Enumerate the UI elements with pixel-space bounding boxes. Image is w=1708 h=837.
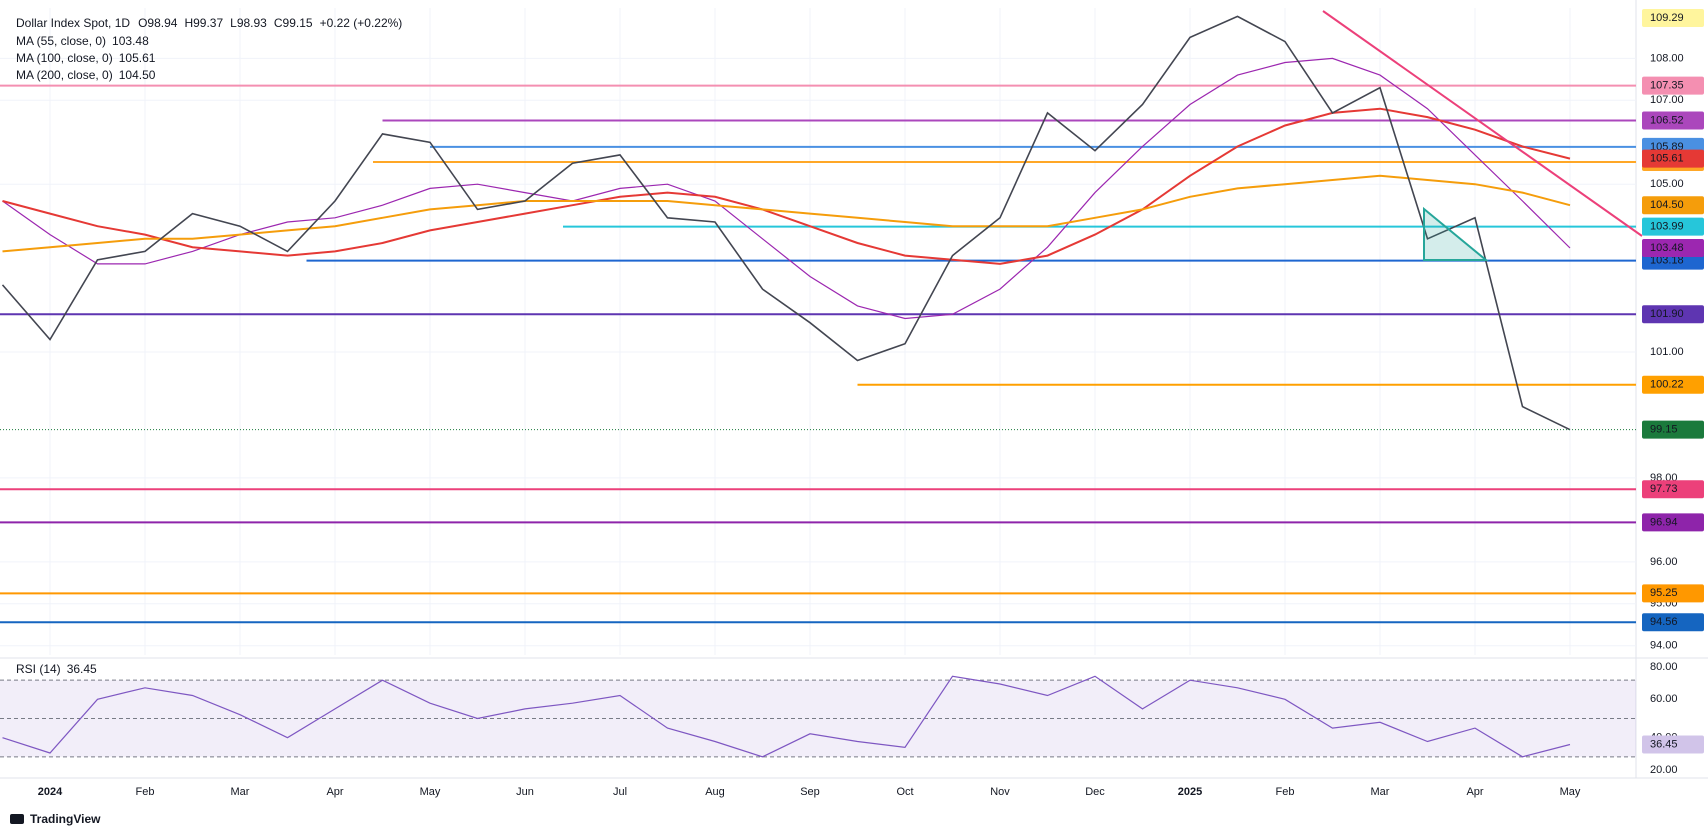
last-price-label: 99.15: [1650, 424, 1678, 436]
y-tick-label: 96.00: [1650, 556, 1678, 568]
price-line: [1, 15, 1571, 431]
x-tick-label: Mar: [1371, 786, 1390, 798]
moving-average: [2, 174, 1571, 253]
high-label: 109.29: [1650, 12, 1684, 24]
ma-legend-value: 105.61: [119, 51, 156, 65]
ma-legend-name: MA (200, close, 0): [16, 68, 113, 82]
level-label-bg: [1642, 76, 1704, 95]
last-price-label-bg: [1642, 420, 1704, 439]
rsi-tick-label: 60.00: [1650, 693, 1678, 705]
rsi-band: [0, 680, 1636, 757]
level-label: 101.90: [1650, 308, 1684, 320]
ohlc-value: 99.37: [193, 16, 223, 30]
x-tick-label: Dec: [1085, 786, 1105, 798]
rsi-legend-name: RSI (14): [16, 662, 61, 676]
level-label: 96.94: [1650, 516, 1678, 528]
x-tick-label: Apr: [326, 786, 343, 798]
level-label: 95.25: [1650, 587, 1678, 599]
price-axis: 94.0095.0096.0098.00101.00105.00107.0010…: [1642, 9, 1704, 652]
ma-label-bg: [1642, 196, 1704, 215]
ohlc-name: L: [230, 16, 237, 30]
level-label: 107.35: [1650, 80, 1684, 92]
x-tick-label: Sep: [800, 786, 820, 798]
ma-legend-value: 104.50: [119, 68, 156, 82]
level-label-bg: [1642, 375, 1704, 394]
level-label: 94.56: [1650, 616, 1678, 628]
level-label: 97.73: [1650, 483, 1678, 495]
ma-legend-value: 103.48: [112, 34, 149, 48]
y-tick-label: 108.00: [1650, 52, 1684, 64]
x-tick-label: Mar: [231, 786, 250, 798]
x-tick-label: 2024: [38, 786, 63, 798]
x-tick-label: Feb: [136, 786, 155, 798]
moving-average: [2, 107, 1571, 265]
level-label-bg: [1642, 305, 1704, 324]
rsi-legend-value: 36.45: [67, 662, 97, 676]
level-label-bg: [1642, 613, 1704, 632]
ohlc-name: O: [138, 16, 147, 30]
ma-label: 103.48: [1650, 242, 1684, 254]
logo: TradingView: [10, 812, 101, 826]
level-label: 106.52: [1650, 114, 1684, 126]
level-label-bg: [1642, 584, 1704, 603]
ma-label: 104.50: [1650, 199, 1684, 211]
x-tick-label: 2025: [1178, 786, 1202, 798]
ohlc-value: 99.15: [283, 16, 313, 30]
level-label: 103.99: [1650, 221, 1684, 233]
x-tick-label: Apr: [1466, 786, 1483, 798]
level-label-bg: [1642, 111, 1704, 130]
rsi-last-label: 36.45: [1650, 738, 1678, 750]
trend-line: [1322, 10, 1643, 237]
level-label-bg: [1642, 480, 1704, 499]
y-tick-label: 105.00: [1650, 178, 1684, 190]
x-tick-label: Oct: [896, 786, 913, 798]
rsi-line: [2, 675, 1571, 758]
ohlc-name: C: [274, 16, 283, 30]
x-tick-label: May: [420, 786, 441, 798]
legend-title: Dollar Index Spot, 1D: [16, 16, 130, 30]
rsi-tick-label: 80.00: [1650, 661, 1678, 673]
x-tick-label: Aug: [705, 786, 725, 798]
change: +0.22 (+0.22%): [320, 16, 403, 30]
high-label-bg: [1642, 9, 1704, 27]
x-tick-label: Feb: [1276, 786, 1295, 798]
ma-label-bg: [1642, 149, 1704, 168]
ohlc-name: H: [184, 16, 193, 30]
x-tick-label: Jun: [516, 786, 534, 798]
ma-legend-name: MA (100, close, 0): [16, 51, 113, 65]
drawings: [1322, 10, 1643, 261]
triangle-pattern: [1423, 206, 1489, 261]
price-pane: [0, 8, 1636, 655]
rsi-last-bg: [1642, 735, 1704, 754]
moving-average: [2, 57, 1571, 320]
ma-legend-name: MA (55, close, 0): [16, 34, 106, 48]
level-label-bg: [1642, 217, 1704, 236]
ohlc-value: 98.93: [237, 16, 267, 30]
x-tick-label: Jul: [613, 786, 627, 798]
y-tick-label: 94.00: [1650, 640, 1678, 652]
level-label: 103.18: [1650, 254, 1684, 266]
logo-icon: [10, 814, 24, 824]
ma-label-bg: [1642, 239, 1704, 258]
level-label: 100.22: [1650, 379, 1684, 391]
ma-label: 105.61: [1650, 153, 1684, 165]
plot-layer: 94.0095.0096.0098.00101.00105.00107.0010…: [0, 8, 1704, 798]
y-tick-label: 107.00: [1650, 94, 1684, 106]
x-tick-label: May: [1560, 786, 1581, 798]
x-tick-label: Nov: [990, 786, 1010, 798]
level-label-bg: [1642, 513, 1704, 532]
ohlc-value: 98.94: [147, 16, 177, 30]
brand: TradingView: [30, 812, 101, 826]
rsi-pane: [0, 675, 1636, 758]
y-tick-label: 101.00: [1650, 346, 1684, 358]
rsi-tick-label: 20.00: [1650, 764, 1678, 776]
